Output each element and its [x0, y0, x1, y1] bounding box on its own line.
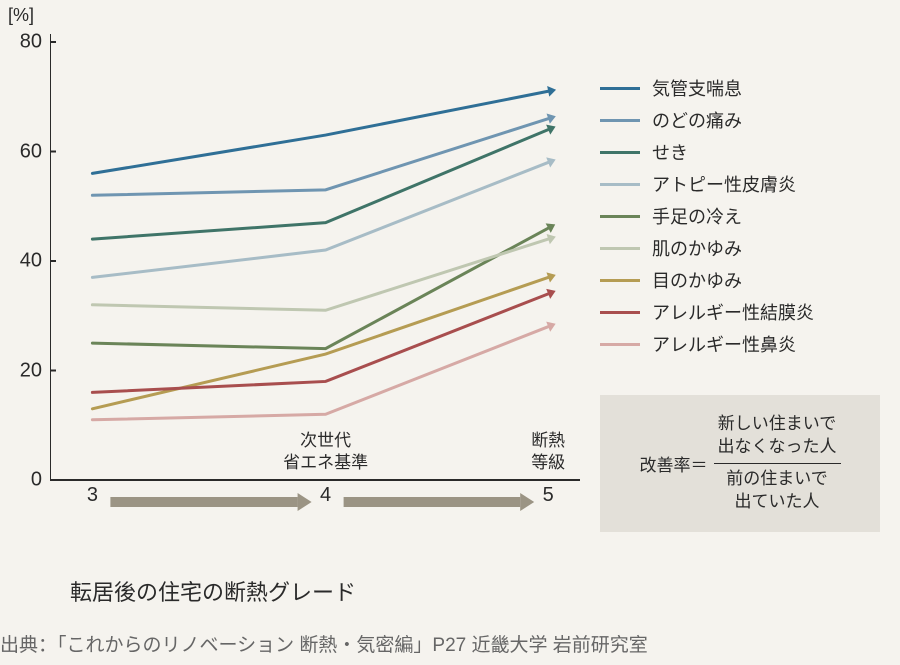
- formula-numerator-l2: 出なくなった人: [718, 437, 837, 456]
- x-axis-annotation: 断熱等級: [498, 430, 598, 474]
- chart-plot-area: 020406080345次世代省エネ基準断熱等級: [50, 30, 580, 510]
- series-line: [92, 130, 548, 240]
- series-line: [92, 327, 548, 420]
- improvement-rate-formula: 改善率＝ 新しい住まいで 出なくなった人 前の住まいで 出ていた人: [600, 395, 880, 532]
- series-arrowhead: [547, 86, 556, 97]
- legend-label: アレルギー性鼻炎: [652, 331, 796, 357]
- legend-swatch: [600, 247, 640, 250]
- chart-legend: 気管支喘息のどの痛みせきアトピー性皮膚炎手足の冷え肌のかゆみ目のかゆみアレルギー…: [600, 75, 890, 363]
- x-range-arrows: [50, 488, 580, 518]
- series-line: [92, 228, 548, 348]
- legend-label: アレルギー性結膜炎: [652, 299, 814, 325]
- y-tick-label: 0: [31, 469, 42, 492]
- legend-item: のどの痛み: [600, 107, 890, 133]
- legend-item: 手足の冷え: [600, 203, 890, 229]
- x-range-arrow: [344, 493, 535, 511]
- series-line: [92, 91, 548, 173]
- legend-label: せき: [652, 139, 688, 165]
- legend-swatch: [600, 87, 640, 90]
- formula-numerator-l1: 新しい住まいで: [718, 414, 837, 433]
- legend-item: 肌のかゆみ: [600, 235, 890, 261]
- legend-label: アトピー性皮膚炎: [652, 171, 796, 197]
- legend-label: のどの痛み: [652, 107, 742, 133]
- legend-swatch: [600, 151, 640, 154]
- legend-swatch: [600, 311, 640, 314]
- y-tick-label: 60: [20, 140, 42, 163]
- y-tick-label: 20: [20, 359, 42, 382]
- source-citation: 出典：「これからのリノベーション 断熱・気密編」P27 近畿大学 岩前研究室: [0, 630, 648, 657]
- legend-item: アレルギー性結膜炎: [600, 299, 890, 325]
- x-axis-annotation: 次世代省エネ基準: [276, 430, 376, 474]
- legend-item: せき: [600, 139, 890, 165]
- legend-item: 目のかゆみ: [600, 267, 890, 293]
- formula-lhs: 改善率＝: [640, 451, 708, 476]
- legend-label: 手足の冷え: [652, 203, 742, 229]
- formula-fraction: 新しい住まいで 出なくなった人 前の住まいで 出ていた人: [714, 413, 841, 514]
- x-axis-title: 転居後の住宅の断熱グレード: [70, 575, 356, 607]
- legend-swatch: [600, 215, 640, 218]
- legend-item: アトピー性皮膚炎: [600, 171, 890, 197]
- y-tick-label: 80: [20, 31, 42, 54]
- legend-label: 肌のかゆみ: [652, 235, 742, 261]
- series-line: [92, 294, 548, 393]
- x-range-arrow: [110, 493, 311, 511]
- y-tick-label: 40: [20, 250, 42, 273]
- legend-item: アレルギー性鼻炎: [600, 331, 890, 357]
- legend-item: 気管支喘息: [600, 75, 890, 101]
- legend-swatch: [600, 279, 640, 282]
- legend-swatch: [600, 343, 640, 346]
- legend-label: 目のかゆみ: [652, 267, 742, 293]
- y-axis-unit: [%]: [8, 5, 34, 26]
- legend-label: 気管支喘息: [652, 75, 742, 101]
- legend-swatch: [600, 183, 640, 186]
- formula-denominator-l1: 前の住まいで: [726, 469, 828, 488]
- legend-swatch: [600, 119, 640, 122]
- formula-denominator-l2: 出ていた人: [735, 492, 820, 511]
